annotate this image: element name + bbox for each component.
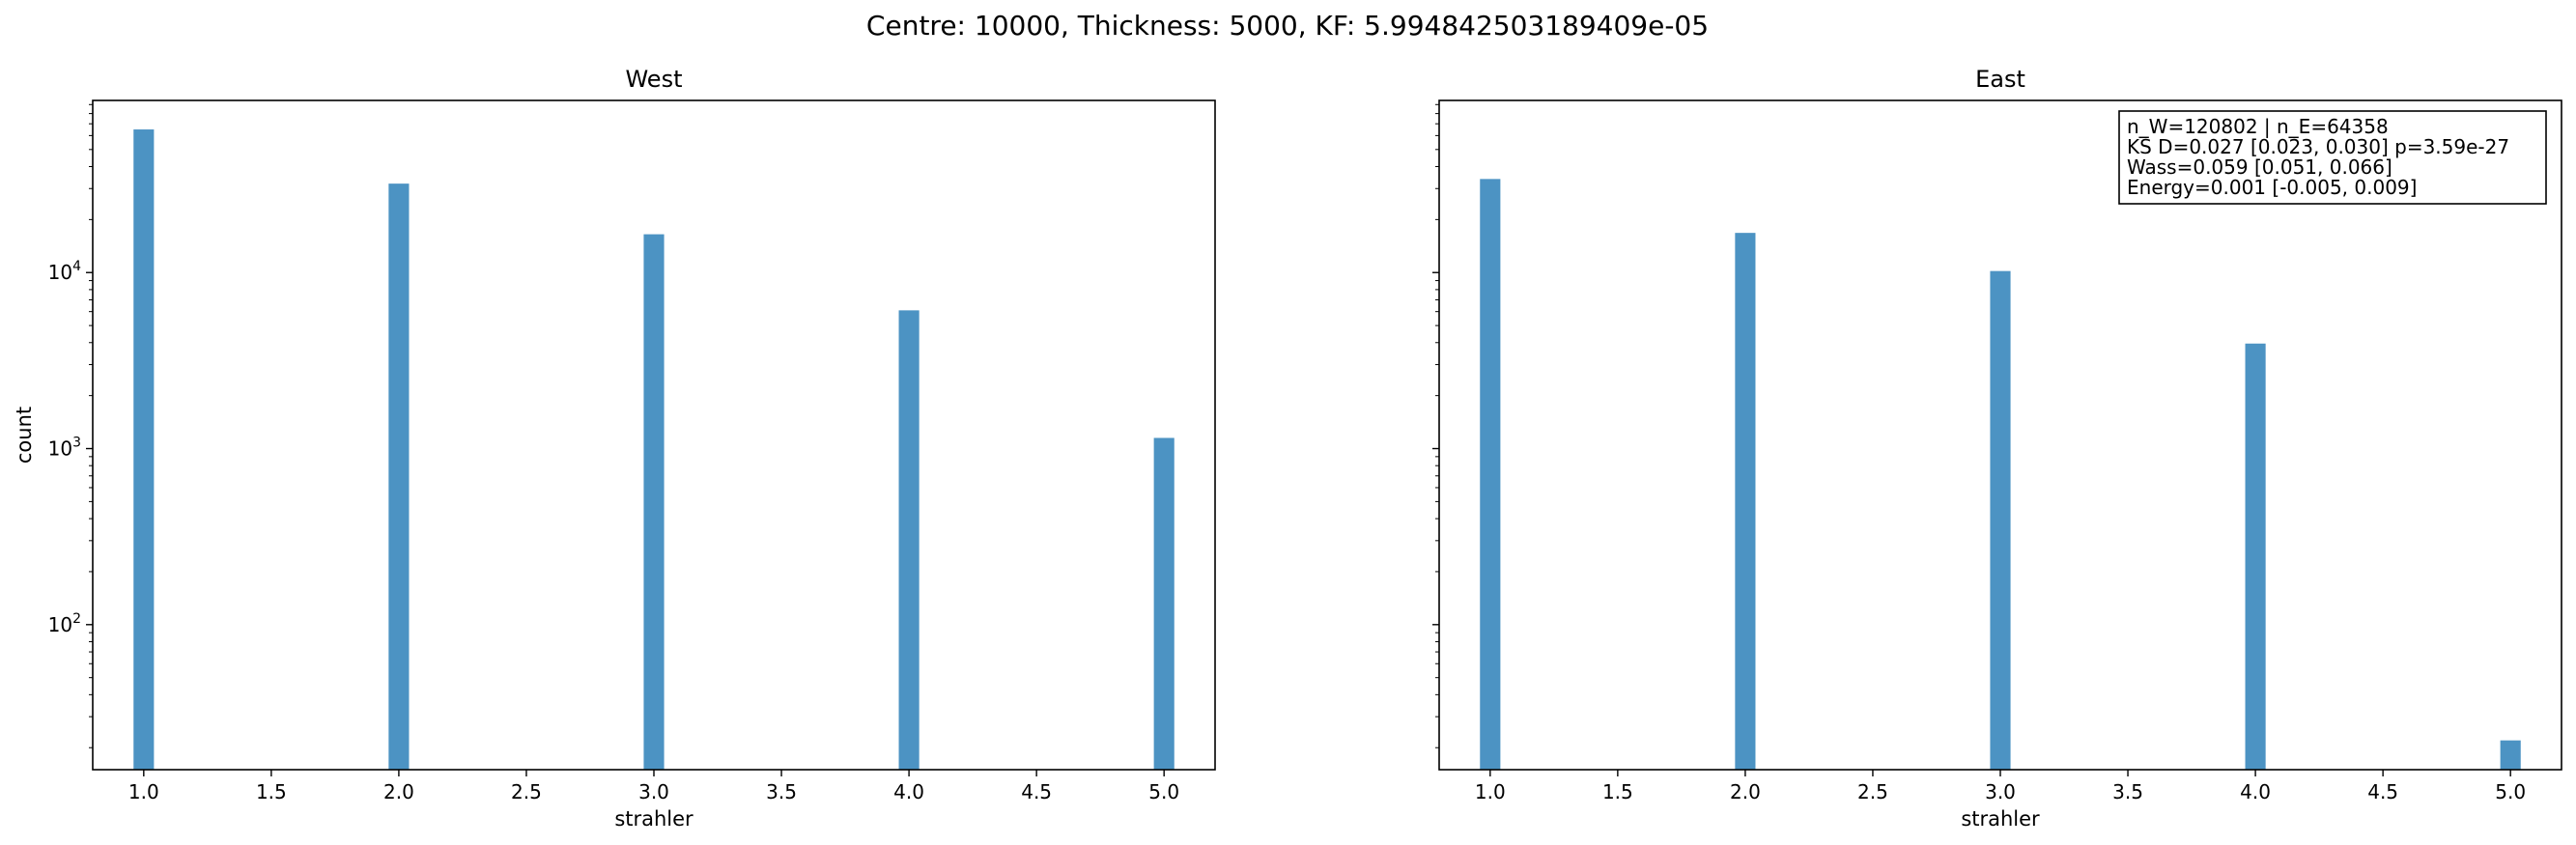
panel-2-xtick-label-2: 2.0	[1730, 780, 1761, 803]
panel-2-stats-line-0: n_W=120802 | n_E=64358	[2127, 115, 2389, 138]
panel-1-xtick-label-8: 5.0	[1148, 780, 1179, 803]
panel-2-xtick-label-7: 4.5	[2367, 780, 2398, 803]
panel-2-xtick-label-8: 5.0	[2495, 780, 2526, 803]
panel-2-xtick-label-3: 2.5	[1857, 780, 1888, 803]
panel-1-xtick-label-0: 1.0	[128, 780, 159, 803]
panel-1-title: West	[625, 66, 682, 93]
panel-1-ytick-label-0: 102	[48, 611, 81, 636]
panel-2-axes: 1.0 1.5 2.0 2.5 3.0 3.5 4.0 4.5 5.0 East strahler n…	[1432, 66, 2562, 831]
panel-1-xtick-label-1: 1.5	[256, 780, 287, 803]
panel-1-bar-5	[1153, 437, 1175, 770]
panel-1-bar-2	[388, 183, 410, 770]
panel-2-xtick-label-5: 3.5	[2112, 780, 2143, 803]
panel-2-bar-1	[1480, 179, 1501, 770]
panel-2-bar-3	[1990, 270, 2011, 770]
panel-2-bar-2	[1735, 233, 1756, 770]
panel-2-xtick-label-1: 1.5	[1602, 780, 1633, 803]
panel-2-stats-line-1: KS D=0.027 [0.023, 0.030] p=3.59e-27	[2127, 135, 2509, 158]
panel-2-stats-line-3: Energy=0.001 [-0.005, 0.009]	[2127, 176, 2417, 199]
panel-1-xtick-label-6: 4.0	[893, 780, 924, 803]
panel-1-ylabel: count	[13, 407, 36, 464]
panel-1-bar-4	[898, 310, 920, 770]
panel-2-xtick-label-4: 3.0	[1985, 780, 2016, 803]
panel-1-xtick-label-3: 2.5	[511, 780, 542, 803]
panel-2-stats-box	[2118, 110, 2547, 205]
panel-1-xtick-label-7: 4.5	[1021, 780, 1052, 803]
panel-1-bar-1	[133, 129, 155, 770]
panel-1-xtick-label-5: 3.5	[766, 780, 797, 803]
figure-suptitle: Centre: 10000, Thickness: 5000, KF: 5.99…	[866, 10, 1709, 42]
panel-2-xtick-label-6: 4.0	[2240, 780, 2271, 803]
panel-2-xtick-label-0: 1.0	[1475, 780, 1506, 803]
panel-1-axes: 1.0 1.5 2.0 2.5 3.0 3.5 4.0 4.5 5.0 102 103 104 West…	[13, 66, 1216, 831]
panel-1-xlabel: strahler	[614, 807, 694, 831]
panel-1-ytick-label-1: 103	[48, 436, 81, 461]
panel-1-ytick-label-2: 104	[48, 259, 81, 284]
panel-2-stats-line-2: Wass=0.059 [0.051, 0.066]	[2127, 155, 2392, 179]
panel-2-bar-4	[2245, 343, 2266, 770]
panel-2-xlabel: strahler	[1961, 807, 2040, 831]
panel-1-xtick-label-4: 3.0	[638, 780, 669, 803]
panel-1-bar-3	[643, 234, 665, 771]
panel-2-title: East	[1975, 66, 2025, 93]
panel-2-bar-5	[2500, 740, 2521, 770]
panel-1-xtick-label-2: 2.0	[383, 780, 414, 803]
